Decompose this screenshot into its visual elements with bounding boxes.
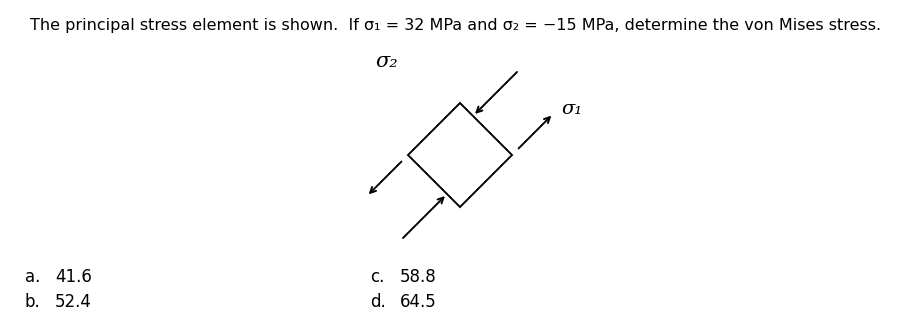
Text: b.: b.: [25, 293, 41, 311]
Text: The principal stress element is shown.  If σ₁ = 32 MPa and σ₂ = −15 MPa, determi: The principal stress element is shown. I…: [30, 18, 882, 33]
Text: c.: c.: [370, 268, 384, 286]
Text: 58.8: 58.8: [400, 268, 436, 286]
Text: a.: a.: [25, 268, 40, 286]
Text: d.: d.: [370, 293, 386, 311]
Text: σ₂: σ₂: [375, 52, 398, 71]
Text: 41.6: 41.6: [55, 268, 92, 286]
Text: σ₁: σ₁: [561, 100, 582, 118]
Text: 64.5: 64.5: [400, 293, 436, 311]
Text: 52.4: 52.4: [55, 293, 92, 311]
